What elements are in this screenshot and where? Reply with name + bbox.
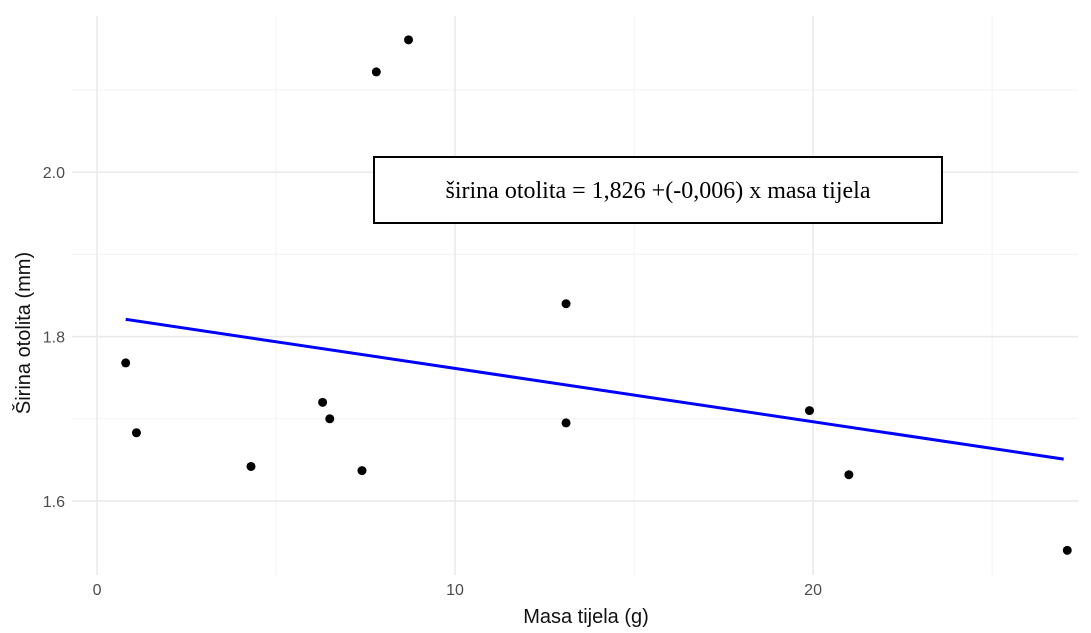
y-tick-label: 1.6 bbox=[43, 494, 65, 511]
scatter-point bbox=[121, 358, 131, 368]
scatter-point bbox=[357, 466, 367, 476]
regression-equation: širina otolita = 1,826 +(-0,006) x masa … bbox=[446, 178, 871, 204]
scatter-point bbox=[131, 428, 141, 438]
scatter-point bbox=[404, 35, 414, 45]
regression-line bbox=[125, 317, 1064, 461]
x-axis-title: Masa tijela (g) bbox=[523, 606, 649, 628]
grid-layer bbox=[72, 16, 1078, 575]
scatter-point bbox=[318, 397, 328, 407]
y-tick-label: 2.0 bbox=[43, 165, 65, 182]
scatter-point bbox=[325, 414, 335, 424]
scatter-point bbox=[371, 67, 381, 77]
scatter-point bbox=[246, 461, 256, 471]
scatter-point bbox=[804, 406, 814, 416]
annotation-box bbox=[373, 156, 943, 224]
scatter-point bbox=[844, 470, 854, 480]
x-tick-label: 0 bbox=[93, 582, 102, 599]
annotation-layer: širina otolita = 1,826 +(-0,006) x masa … bbox=[373, 156, 943, 224]
scatter-point bbox=[561, 299, 571, 309]
data-layer bbox=[121, 35, 1072, 555]
x-tick-label: 20 bbox=[804, 582, 822, 599]
x-tick-label: 10 bbox=[446, 582, 464, 599]
label-layer: Masa tijela (g) Širina otolita (mm) 0 10 2… bbox=[12, 165, 822, 628]
scatter-point bbox=[1062, 545, 1072, 555]
scatter-point bbox=[561, 418, 571, 428]
y-tick-label: 1.8 bbox=[43, 330, 65, 347]
y-axis-title: Širina otolita (mm) bbox=[12, 252, 35, 414]
